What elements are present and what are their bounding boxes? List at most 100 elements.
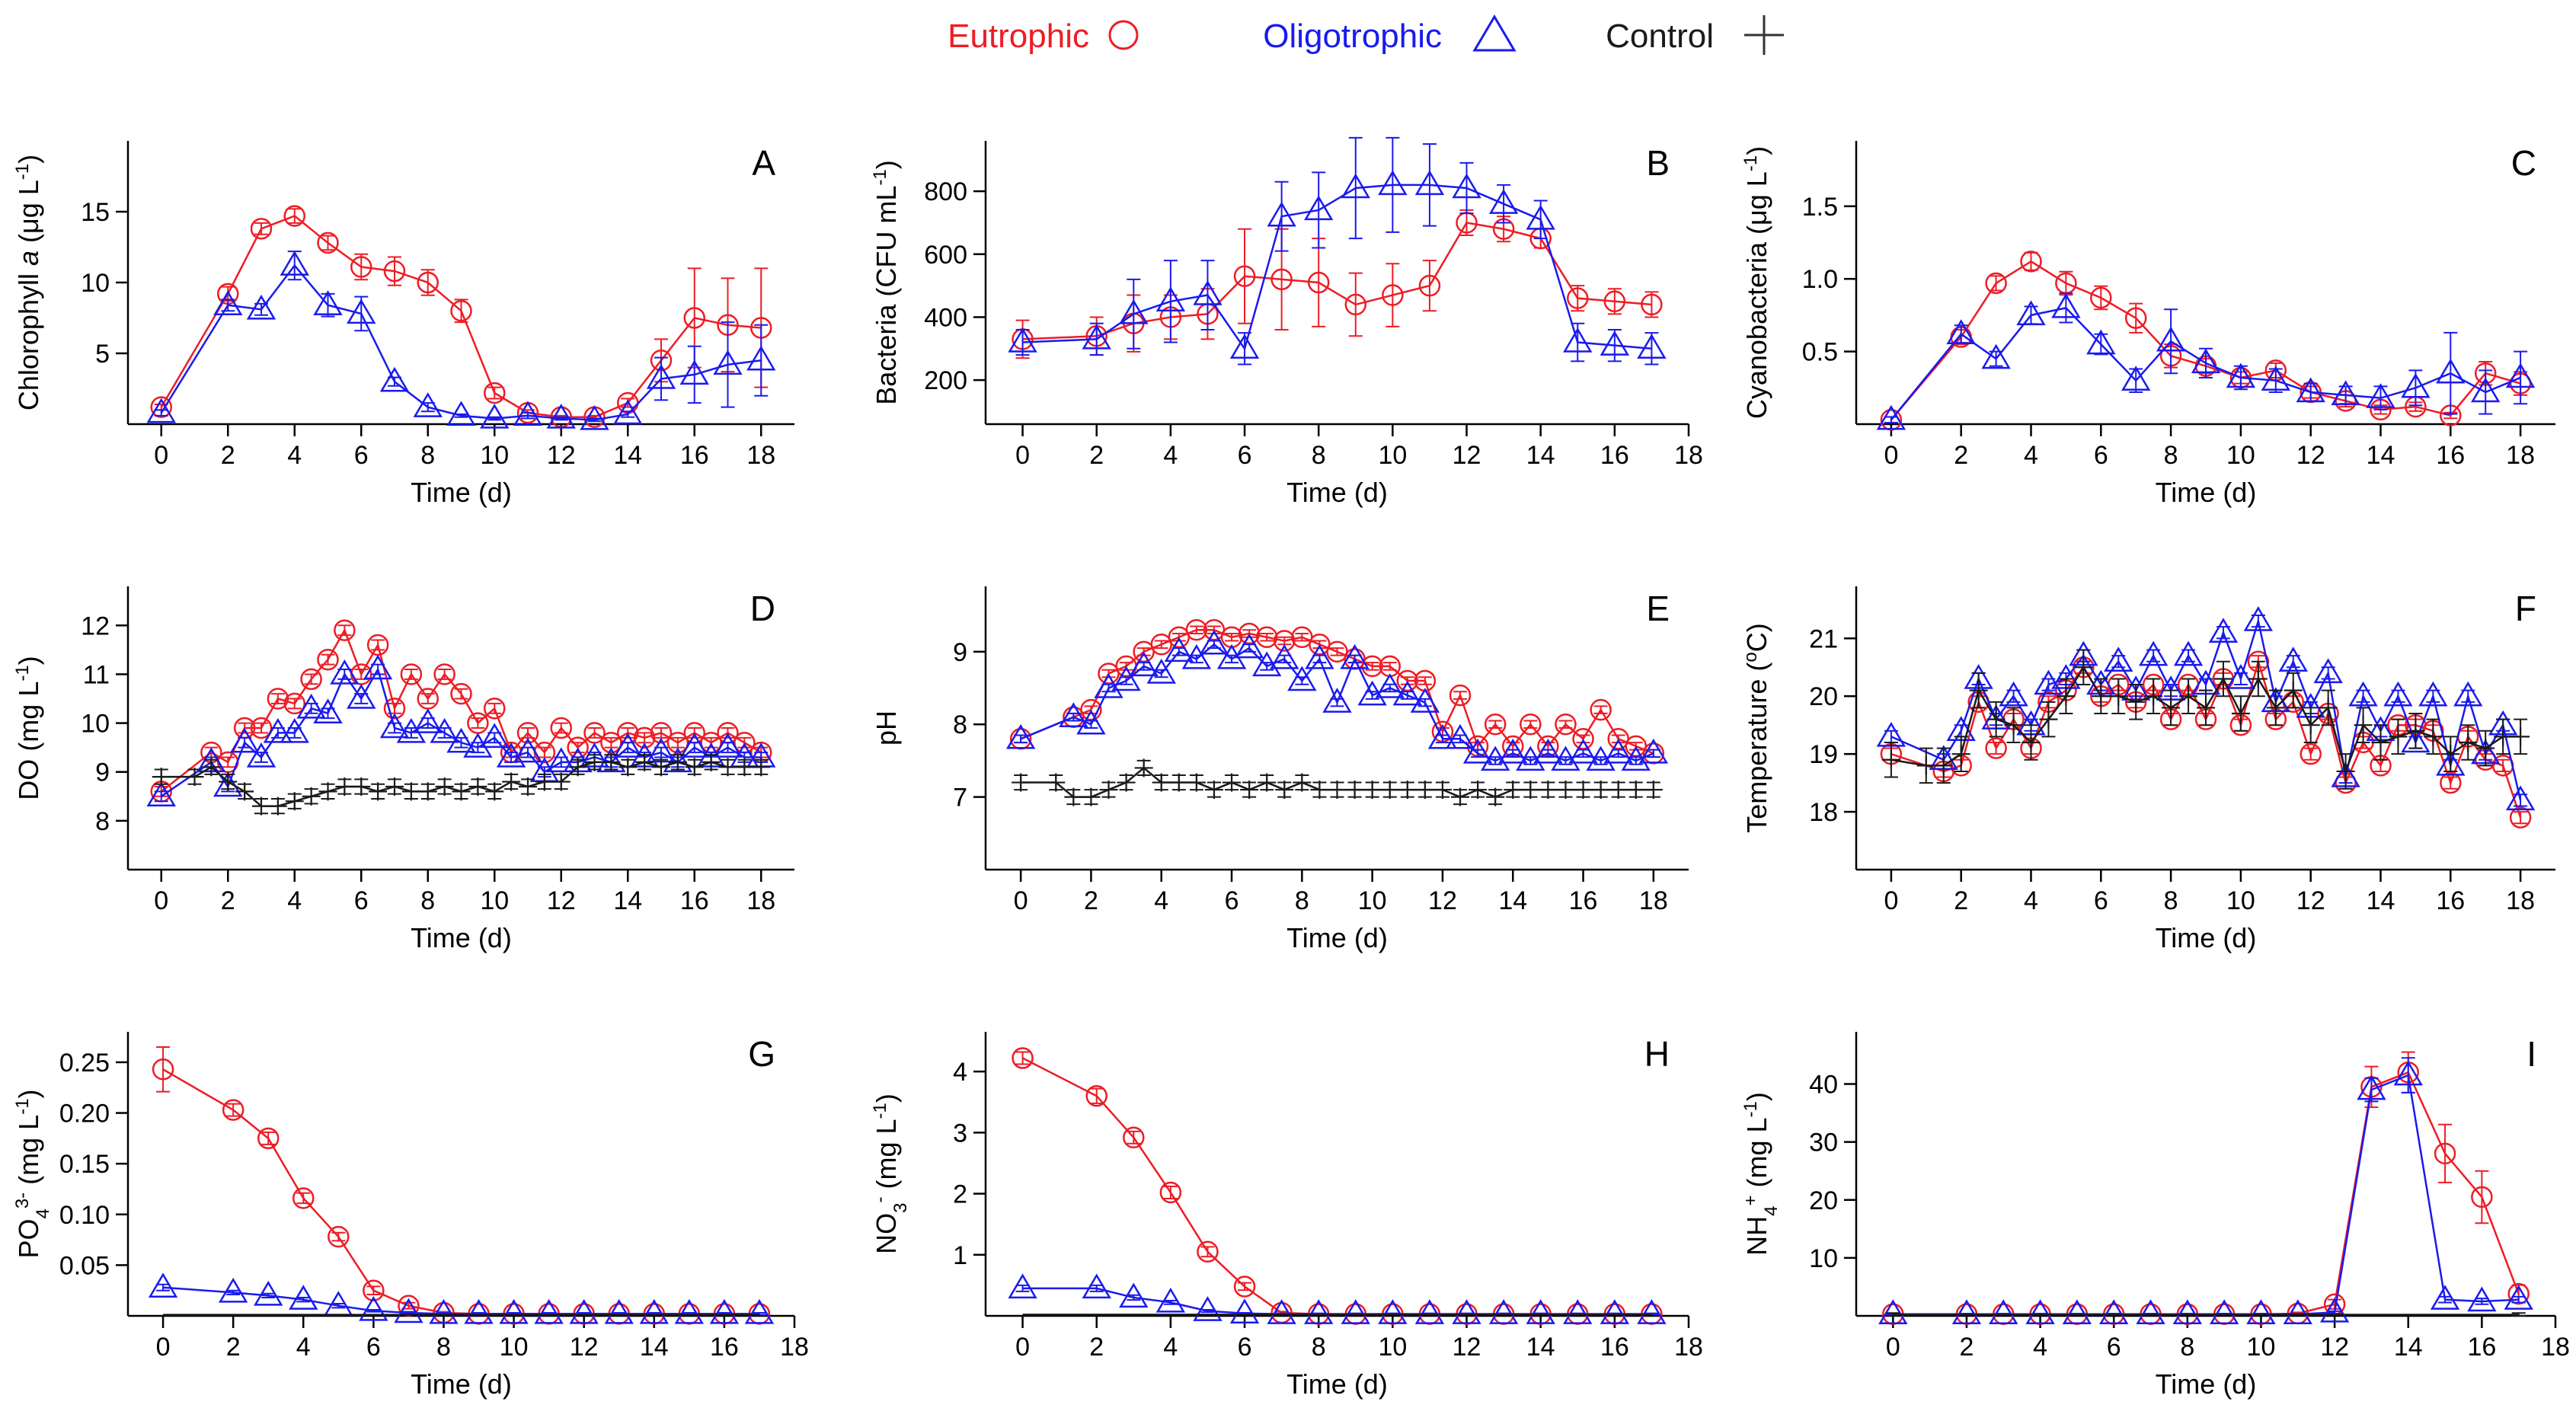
data-point-triangle [464,1298,494,1324]
data-point-plus [1047,773,1066,792]
data-point-circle [1985,737,2007,759]
data-point-plus [519,777,537,796]
data-point-triangle [280,717,309,743]
data-point-triangle [246,294,276,320]
x-tick-label: 14 [1526,1333,1555,1362]
data-point-triangle [1270,643,1299,669]
data-point-plus [2144,687,2163,706]
data-point-triangle [1445,723,1475,749]
data-point-triangle [2504,1285,2533,1310]
y-tick-label: 11 [83,660,110,689]
data-point-triangle [2467,1286,2497,1312]
data-point-circle [433,663,455,685]
y-tick-label: 200 [924,366,967,395]
y-axis-label: DO (mg L-1) [12,656,45,800]
data-point-circle [450,299,472,322]
data-point-circle [1418,274,1441,297]
data-point-triangle [713,350,743,375]
data-point-triangle [2209,1299,2239,1324]
x-axis-label: Time (d) [1286,922,1388,953]
data-point-circle [363,1279,385,1301]
y-tick-label: 8 [95,807,110,836]
data-point-triangle [254,1280,283,1306]
y-axis-label: PO43- (mg L-1) [12,1089,53,1258]
data-point-circle [383,260,406,283]
x-tick-label: 8 [420,886,435,915]
data-point-triangle [2383,681,2413,707]
x-tick-label: 12 [1453,441,1481,470]
data-point-plus [369,782,388,801]
data-point-plus [1258,773,1277,792]
data-point-plus [618,758,638,777]
data-point-circle [450,682,472,705]
data-point-triangle [1378,1299,1408,1324]
data-point-circle [1603,290,1626,313]
data-point-plus [1969,681,1988,700]
data-point-plus [1881,750,1900,769]
y-axis-label: Temperature (oC) [1740,623,1773,832]
x-tick-label: 6 [366,1333,381,1362]
data-point-plus [1117,773,1136,792]
data-point-triangle [396,717,427,743]
data-point-circle [1396,669,1419,692]
x-tick-label: 8 [2164,886,2178,915]
data-point-triangle [1462,738,1493,764]
legend-circle-marker [1108,20,1139,50]
x-tick-label: 16 [1600,1333,1629,1362]
data-point-circle [150,396,172,418]
data-point-triangle [1876,404,1906,430]
legend-label-control: Control [1606,18,1714,55]
data-point-plus [318,782,337,801]
data-point-circle [400,663,423,685]
series-line [1890,260,2521,421]
data-point-circle [2300,742,2322,765]
data-point-plus [568,758,587,777]
x-axis-label: Time (d) [411,1368,512,1400]
x-tick-label: 12 [547,441,576,470]
legend-triangle-marker [1472,14,1517,52]
data-point-circle [1012,1047,1034,1069]
x-tick-label: 14 [2394,1333,2423,1362]
x-tick-label: 10 [1358,886,1387,915]
y-tick-label: 1.5 [1802,193,1838,222]
data-point-plus [1951,745,1970,764]
x-tick-label: 8 [1312,441,1326,470]
x-tick-label: 8 [2180,1333,2194,1362]
data-point-plus [1934,756,1953,775]
x-tick-label: 6 [1225,886,1239,915]
x-tick-label: 12 [1428,886,1457,915]
data-point-circle [516,722,539,744]
y-tick-label: 18 [1809,798,1838,827]
data-point-circle [328,1225,350,1248]
data-point-circle [1233,1276,1256,1298]
data-point-triangle [213,290,243,316]
data-point-plus [2511,727,2530,746]
y-tick-label: 10 [81,710,110,739]
data-point-plus [1363,781,1382,800]
data-point-triangle [1999,681,2028,707]
x-tick-label: 0 [154,886,168,915]
data-point-triangle [229,727,260,753]
data-point-triangle [1375,673,1405,698]
data-point-plus [2004,716,2023,735]
panel-letter: I [2526,1034,2536,1074]
chart-panel-b: 0 2 4 6 8 10 12 14 16 18 200 400 600 800 B Time (d) Bact… [870,136,1703,508]
data-point-triangle [1322,688,1352,713]
data-point-plus [1986,710,2006,729]
x-tick-label: 0 [156,1333,171,1362]
data-point-triangle [646,364,676,389]
data-point-triangle [2226,663,2256,689]
data-point-plus [1469,781,1488,800]
x-tick-label: 6 [1238,1333,1252,1362]
data-point-triangle [1637,334,1667,359]
data-point-circle [650,722,673,744]
data-point-triangle [613,733,643,758]
data-point-plus [219,772,238,791]
chart-panel-a: 0 2 4 6 8 10 12 14 16 18 5 10 15 A Time (d) Chlorophyll… [12,141,794,508]
data-point-plus [652,758,670,777]
data-point-plus [668,752,687,771]
y-tick-label: 800 [924,177,967,206]
x-tick-label: 12 [2296,886,2325,915]
data-point-triangle [2401,372,2431,398]
data-point-circle [1080,698,1102,721]
